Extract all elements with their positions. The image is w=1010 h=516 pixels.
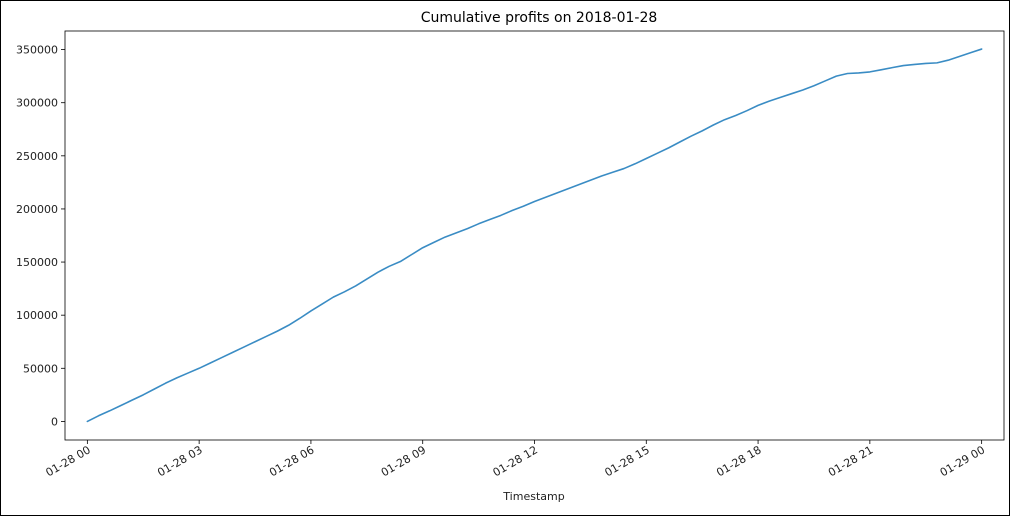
x-tick-label: 01-28 15 <box>602 443 651 479</box>
chart-title: Cumulative profits on 2018-01-28 <box>421 10 658 26</box>
y-tick-label: 350000 <box>16 44 58 57</box>
series-line-cumulative-profit <box>86 48 983 423</box>
y-axis: 0 50000 100000 150000 200000 250000 300000 3500… <box>16 44 65 428</box>
x-tick-label: 01-28 00 <box>44 443 93 479</box>
y-tick-label: 200000 <box>16 203 58 216</box>
y-tick-label: 150000 <box>16 256 58 269</box>
x-tick-label: 01-29 00 <box>938 443 987 479</box>
x-tick-label: 01-28 18 <box>714 443 763 479</box>
x-axis: 01-28 00 01-28 03 01-28 06 01-28 09 01-28 12… <box>44 440 987 479</box>
plot-background <box>65 31 1004 440</box>
series-layer <box>86 48 983 423</box>
y-tick-label: 250000 <box>16 150 58 163</box>
y-tick-label: 300000 <box>16 97 58 110</box>
y-tick-label: 50000 <box>23 362 58 375</box>
x-tick-label: 01-28 12 <box>491 443 540 479</box>
x-tick-label: 01-28 06 <box>267 443 316 479</box>
x-tick-label: 01-28 21 <box>826 443 875 479</box>
x-axis-label: Timestamp <box>502 490 564 503</box>
x-tick-label: 01-28 09 <box>379 443 428 479</box>
plot-area <box>65 31 1004 440</box>
y-tick-label: 100000 <box>16 309 58 322</box>
x-tick-label: 01-28 03 <box>155 443 204 479</box>
y-tick-label: 0 <box>51 415 58 428</box>
